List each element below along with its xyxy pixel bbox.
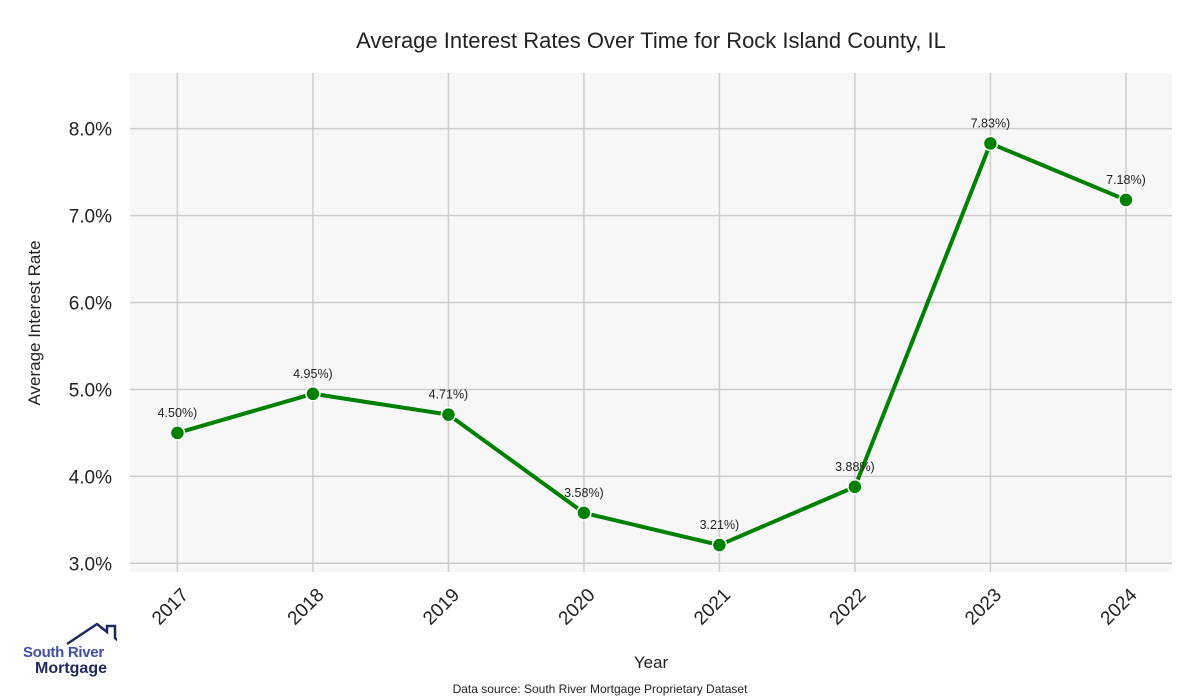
x-axis-label: Year (634, 653, 669, 672)
series-line (176, 141, 1127, 548)
south-river-mortgage-logo: South River Mortgage (22, 622, 117, 682)
y-tick-label: 4.0% (69, 467, 112, 488)
y-tick-label: 7.0% (69, 207, 112, 228)
x-tick-label: 2017 (148, 585, 193, 630)
data-point (440, 406, 457, 423)
data-point (305, 386, 321, 402)
x-tick-label: 2023 (961, 585, 1006, 630)
y-axis-label: Average Interest Rate (25, 240, 44, 405)
data-label: 7.83%) (971, 116, 1011, 130)
data-label: 7.18%) (1106, 173, 1146, 187)
y-tick-label: 5.0% (69, 380, 112, 401)
x-tick-label: 2021 (690, 585, 735, 630)
x-tick-label: 2019 (419, 585, 464, 630)
data-point (1118, 192, 1134, 208)
data-point (576, 505, 592, 521)
data-label: 4.50%) (158, 406, 198, 420)
house-roof-icon (66, 622, 117, 646)
plot-area (130, 73, 1172, 572)
data-point (711, 537, 728, 553)
logo-text-line2: Mortgage (35, 660, 107, 677)
data-label: 3.88%) (835, 460, 875, 474)
x-tick-label: 2024 (1097, 584, 1142, 629)
chart-title: Average Interest Rates Over Time for Roc… (356, 28, 946, 53)
logo-text-line1: South River (23, 644, 104, 661)
data-label: 3.58%) (564, 486, 604, 500)
data-point (169, 425, 186, 441)
y-tick-label: 8.0% (69, 120, 112, 141)
data-point (982, 135, 999, 152)
y-tick-label: 3.0% (69, 554, 112, 575)
x-tick-label: 2018 (284, 585, 329, 630)
data-source-note: Data source: South River Mortgage Propri… (453, 682, 748, 696)
data-label: 4.71%) (429, 388, 469, 402)
data-label: 4.95%) (293, 367, 333, 381)
x-tick-label: 2022 (826, 585, 871, 630)
y-tick-label: 6.0% (69, 294, 112, 315)
data-label: 3.21%) (700, 518, 740, 532)
x-tick-label: 2020 (555, 585, 600, 630)
data-point (847, 479, 863, 495)
